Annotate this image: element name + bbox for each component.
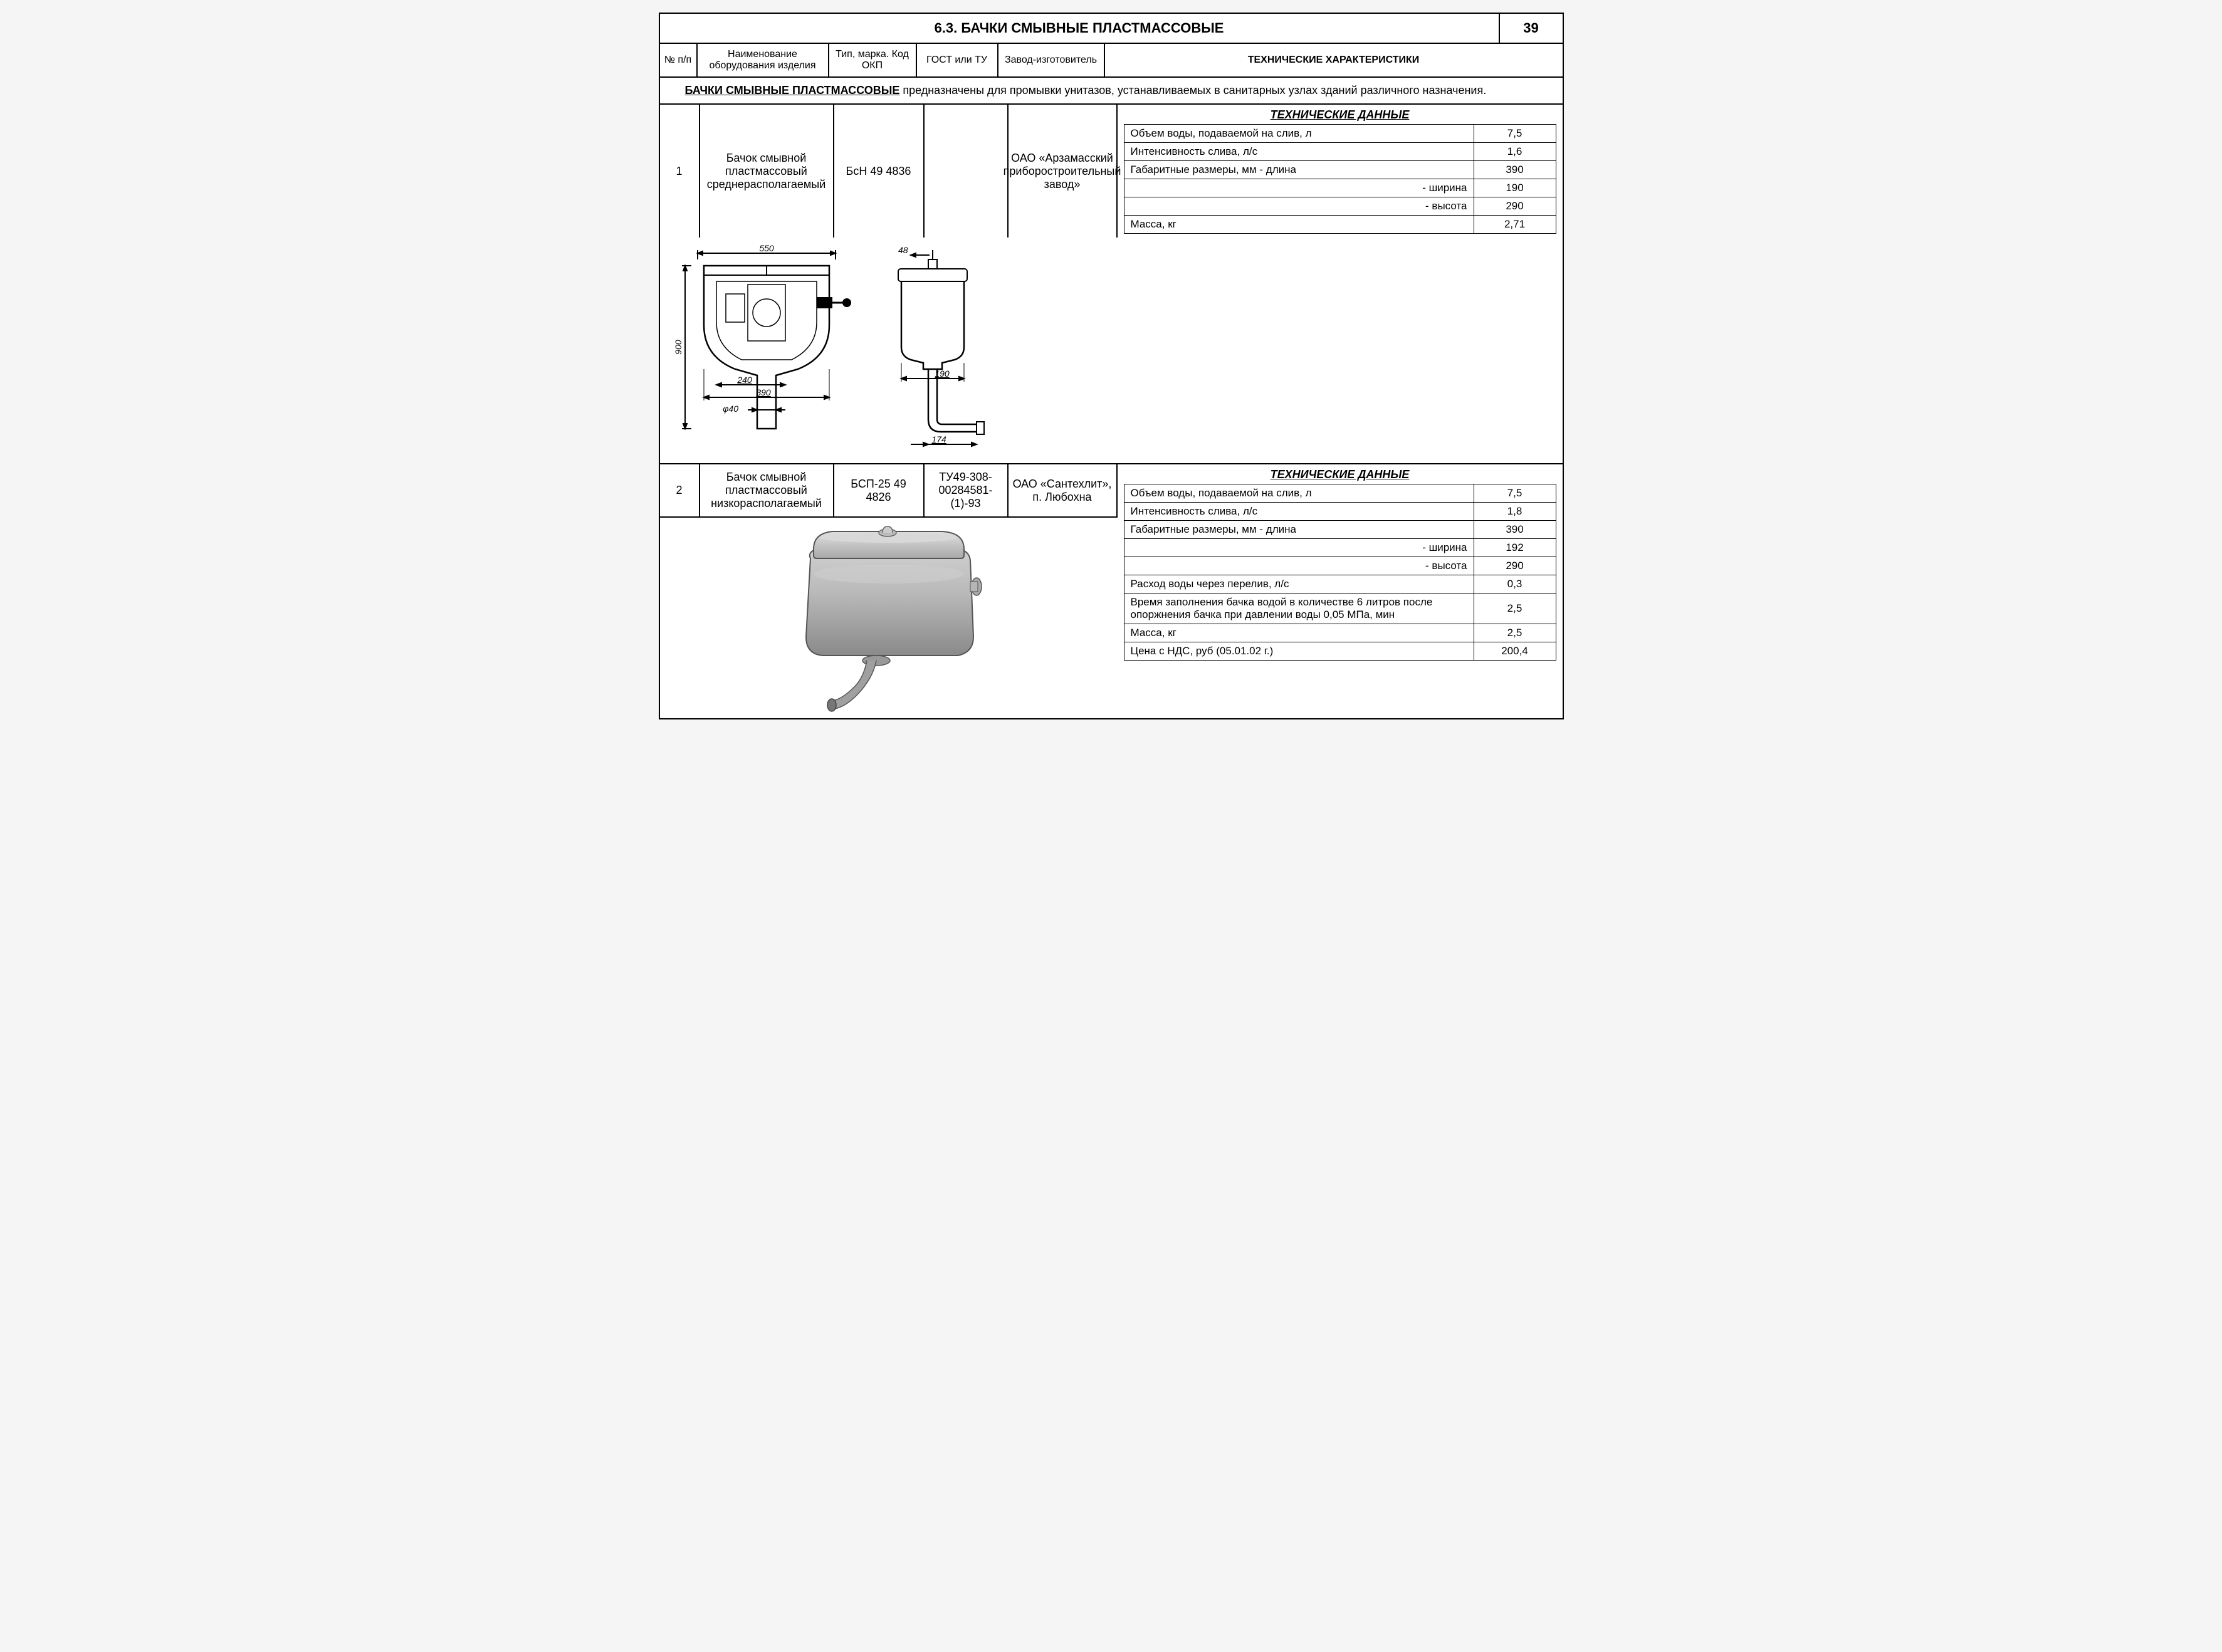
svg-text:48: 48 (898, 245, 908, 255)
svg-text:550: 550 (759, 244, 774, 253)
item-1-type: БсН 49 4836 (834, 105, 925, 238)
page-number: 39 (1500, 14, 1563, 43)
drawing-side-view: 48 190 (879, 244, 992, 451)
item-2-name: Бачок смывной пластмассовый низкораспола… (700, 464, 834, 516)
item-1-num: 1 (660, 105, 700, 238)
tech-value: 2,5 (1474, 624, 1556, 642)
item-2-gost: ТУ49-308-00284581-(1)-93 (925, 464, 1009, 516)
tech-label: Расход воды через перелив, л/с (1124, 575, 1474, 593)
item-2-block: 2 Бачок смывной пластмассовый низкораспо… (660, 464, 1563, 718)
tech-label: - высота (1124, 197, 1474, 216)
tech-value: 7,5 (1474, 125, 1556, 143)
tech-label: - высота (1124, 557, 1474, 575)
tech-row: Объем воды, подаваемой на слив, л7,5 (1124, 125, 1556, 143)
tech-label: Интенсивность слива, л/с (1124, 503, 1474, 521)
tech-row: Габаритные размеры, мм - длина390 (1124, 521, 1556, 539)
col-header-tech: ТЕХНИЧЕСКИЕ ХАРАКТЕРИСТИКИ (1105, 44, 1563, 76)
tech-label: - ширина (1124, 179, 1474, 197)
svg-text:174: 174 (931, 434, 946, 444)
col-header-num: № п/п (660, 44, 698, 76)
tech-row: Масса, кг2,5 (1124, 624, 1556, 642)
tech-value: 290 (1474, 557, 1556, 575)
tech-row: Объем воды, подаваемой на слив, л7,5 (1124, 484, 1556, 503)
tank-illustration (782, 524, 995, 712)
item-2-illustration (660, 518, 1118, 718)
tech-label: Объем воды, подаваемой на слив, л (1124, 484, 1474, 503)
tech-value: 1,6 (1474, 143, 1556, 161)
tech-value: 0,3 (1474, 575, 1556, 593)
tech-value: 2,5 (1474, 593, 1556, 624)
svg-text:390: 390 (756, 387, 771, 397)
intro-rest: предназначены для промывки унитазов, уст… (899, 84, 1486, 97)
column-header-row: № п/п Наименование оборудования изделия … (660, 44, 1563, 78)
tech-value: 390 (1474, 161, 1556, 179)
item-2-tech-area: ТЕХНИЧЕСКИЕ ДАННЫЕ Объем воды, подаваемо… (1118, 464, 1563, 718)
document-page: 6.3. БАЧКИ СМЫВНЫЕ ПЛАСТМАССОВЫЕ 39 № п/… (659, 13, 1564, 719)
col-header-gost: ГОСТ или ТУ (917, 44, 998, 76)
item-1-tech-table: Объем воды, подаваемой на слив, л7,5Инте… (1124, 124, 1556, 234)
tech-value: 290 (1474, 197, 1556, 216)
title-row: 6.3. БАЧКИ СМЫВНЫЕ ПЛАСТМАССОВЫЕ 39 (660, 14, 1563, 44)
item-2-left: 2 Бачок смывной пластмассовый низкораспо… (660, 464, 1118, 718)
item-1-drawings: 550 (660, 238, 1563, 463)
tech-value: 7,5 (1474, 484, 1556, 503)
section-title: 6.3. БАЧКИ СМЫВНЫЕ ПЛАСТМАССОВЫЕ (660, 14, 1500, 43)
item-1-tech-title: ТЕХНИЧЕСКИЕ ДАННЫЕ (1124, 108, 1556, 122)
item-2-type: БСП-25 49 4826 (834, 464, 925, 516)
tech-row: - ширина192 (1124, 539, 1556, 557)
tech-value: 2,71 (1474, 216, 1556, 234)
tech-value: 1,8 (1474, 503, 1556, 521)
drawing-front-view: 550 (673, 244, 861, 438)
item-1-block: 1 Бачок смывной пластмассовый среднерасп… (660, 105, 1563, 464)
tech-label: Габаритные размеры, мм - длина (1124, 521, 1474, 539)
tech-label: - ширина (1124, 539, 1474, 557)
item-2-tech-title: ТЕХНИЧЕСКИЕ ДАННЫЕ (1124, 468, 1556, 481)
tech-row: Цена с НДС, руб (05.01.02 г.)200,4 (1124, 642, 1556, 661)
item-1-name: Бачок смывной пластмассовый среднераспол… (700, 105, 834, 238)
tech-label: Объем воды, подаваемой на слив, л (1124, 125, 1474, 143)
tech-value: 200,4 (1474, 642, 1556, 661)
col-header-type: Тип, марка. Код ОКП (829, 44, 917, 76)
svg-text:900: 900 (673, 340, 683, 355)
item-2-tech-table: Объем воды, подаваемой на слив, л7,5Инте… (1124, 484, 1556, 661)
tech-label: Цена с НДС, руб (05.01.02 г.) (1124, 642, 1474, 661)
tech-value: 190 (1474, 179, 1556, 197)
item-2-num: 2 (660, 464, 700, 516)
tech-label: Масса, кг (1124, 216, 1474, 234)
tech-value: 192 (1474, 539, 1556, 557)
intro-paragraph: БАЧКИ СМЫВНЫЕ ПЛАСТМАССОВЫЕ предназначен… (660, 78, 1563, 105)
tech-row: Масса, кг2,71 (1124, 216, 1556, 234)
tech-value: 390 (1474, 521, 1556, 539)
tech-row: Интенсивность слива, л/с1,6 (1124, 143, 1556, 161)
tech-row: - высота290 (1124, 557, 1556, 575)
tech-row: - ширина190 (1124, 179, 1556, 197)
tech-label: Интенсивность слива, л/с (1124, 143, 1474, 161)
col-header-mfr: Завод-изготовитель (998, 44, 1105, 76)
tech-label: Габаритные размеры, мм - длина (1124, 161, 1474, 179)
tech-row: Время заполнения бачка водой в количеств… (1124, 593, 1556, 624)
item-2-mfr: ОАО «Сантехлит», п. Любохна (1009, 464, 1118, 516)
item-1-mfr: ОАО «Арзамасский приборостроительный зав… (1009, 105, 1118, 238)
tech-row: Интенсивность слива, л/с1,8 (1124, 503, 1556, 521)
svg-text:240: 240 (736, 375, 752, 385)
item-1-row: 1 Бачок смывной пластмассовый среднерасп… (660, 105, 1563, 238)
tech-row: - высота290 (1124, 197, 1556, 216)
svg-text:φ40: φ40 (723, 404, 738, 414)
tech-row: Габаритные размеры, мм - длина390 (1124, 161, 1556, 179)
intro-lead: БАЧКИ СМЫВНЫЕ ПЛАСТМАССОВЫЕ (685, 84, 900, 97)
tech-label: Время заполнения бачка водой в количеств… (1124, 593, 1474, 624)
tech-row: Расход воды через перелив, л/с0,3 (1124, 575, 1556, 593)
item-2-row: 2 Бачок смывной пластмассовый низкораспо… (660, 464, 1118, 518)
item-1-gost (925, 105, 1009, 238)
tech-label: Масса, кг (1124, 624, 1474, 642)
item-1-tech-area: ТЕХНИЧЕСКИЕ ДАННЫЕ Объем воды, подаваемо… (1118, 105, 1563, 238)
col-header-name: Наименование оборудования изделия (698, 44, 829, 76)
